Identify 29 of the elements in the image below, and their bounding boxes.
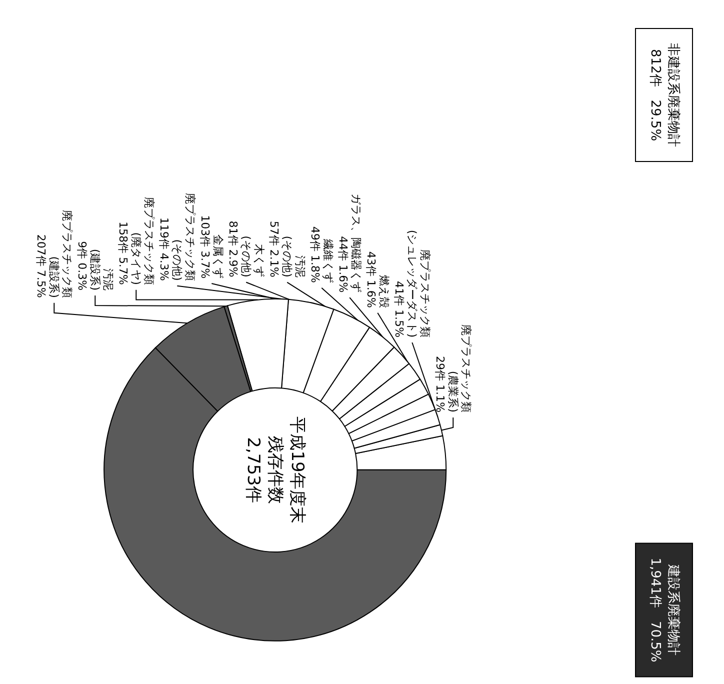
slice-label: 廃プラスチック類(建設系): [48, 210, 74, 298]
data-label: 103件 3.7%: [198, 215, 212, 279]
data-label: 119件 4.3%: [158, 217, 171, 281]
data-label: 44件 1.6%: [336, 236, 350, 293]
data-label: 49件 1.8%: [308, 226, 322, 283]
data-label: 57件 2.1%: [268, 220, 281, 278]
slice-label: 廃プラスチック類(シュレッダーダスト): [406, 230, 432, 338]
data-label: 207件 7.5%: [34, 234, 48, 298]
slice-label: 廃プラスチック類(その他): [170, 192, 197, 281]
data-label: 158件 5.7%: [116, 221, 130, 285]
text: 平成19年度末: [287, 416, 307, 524]
slice-label: 汚泥(建設系): [88, 248, 115, 291]
slice-label: 繊維くず: [322, 238, 335, 283]
slice-label: 金属くず: [212, 234, 225, 279]
slice-label: 木くず(その他): [240, 236, 266, 278]
text: 残存件数: [265, 436, 285, 504]
data-label: 81件 2.9%: [226, 220, 240, 278]
slice-label: 汚泥(その他): [280, 236, 307, 278]
data-label: 9件 0.3%: [76, 241, 89, 291]
data-label: 29件 1.1%: [434, 356, 447, 412]
data-label: 43件 1.6%: [364, 251, 378, 308]
slice-label: 燃え殻: [378, 274, 391, 308]
slice-label: 廃プラスチック類(廃タイヤ): [130, 196, 156, 285]
text: 非建設系廃棄物計 812件 29.5%: [648, 43, 682, 147]
slice-label: 廃プラスチック類(農業系): [446, 324, 473, 412]
slice-label: ガラス、陶磁器くず: [350, 194, 363, 293]
text: 2,753件: [243, 437, 263, 503]
text: 建設系廃棄物計 1,941件 70.5%: [648, 558, 682, 662]
data-label: 41件 1.5%: [392, 281, 406, 338]
